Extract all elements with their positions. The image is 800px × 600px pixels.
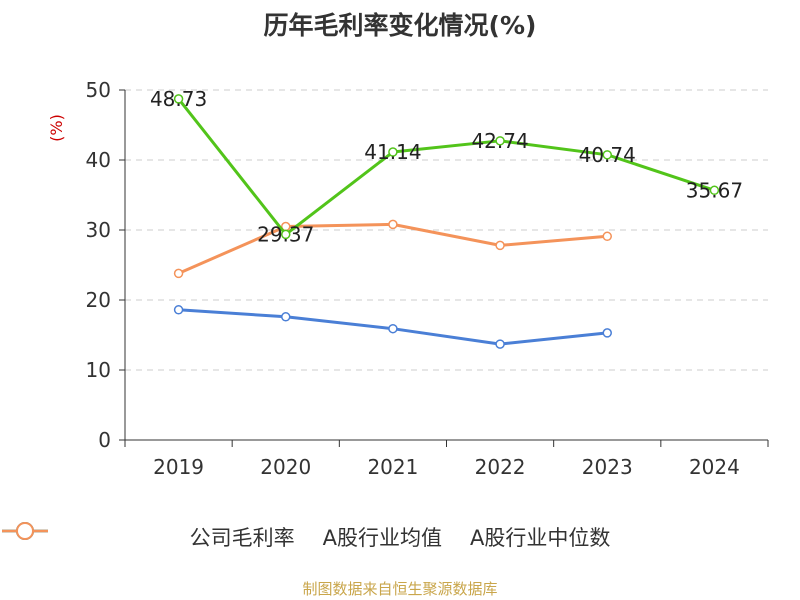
y-tick-label: 50: [86, 78, 111, 102]
data-label: 41.14: [364, 140, 421, 164]
legend-marker: [16, 522, 34, 540]
data-label: 40.74: [579, 143, 636, 167]
axes: 0 10 20 30 40 50 2019 2020 2021 2022 2023 2024: [86, 78, 769, 479]
y-axis-label: (%): [47, 114, 66, 142]
data-label: 35.67: [686, 178, 743, 202]
legend-swatch: [2, 522, 48, 540]
legend-label: A股行业中位数: [470, 526, 611, 550]
chart-legend: 公司毛利率 A股行业均值 A股行业中位数: [0, 520, 800, 554]
data-point: [602, 150, 612, 160]
x-tick-label: 2023: [582, 455, 633, 479]
y-tick-label: 40: [86, 148, 111, 172]
legend-item[interactable]: A股行业均值: [2, 522, 442, 552]
data-point: [281, 312, 291, 322]
legend-label: A股行业均值: [322, 526, 442, 550]
legend-label: 公司毛利率: [189, 526, 295, 550]
y-tick-label: 30: [86, 218, 111, 242]
series-line: [177, 222, 608, 275]
data-point: [388, 323, 398, 334]
chart-title: 历年毛利率变化情况(%): [263, 11, 537, 40]
series-lines: [173, 94, 720, 349]
x-tick-label: 2022: [475, 455, 526, 479]
data-point: [495, 339, 505, 349]
data-point: [173, 305, 184, 315]
grid-lines: [125, 89, 768, 371]
data-source-note: 制图数据来自恒生聚源数据库: [302, 580, 498, 598]
legend-item[interactable]: A股行业中位数: [2, 522, 611, 552]
data-point: [173, 268, 184, 279]
y-tick-label: 0: [98, 428, 111, 452]
data-point: [709, 185, 720, 196]
series-line: [177, 97, 715, 236]
x-tick-label: 2024: [689, 455, 740, 479]
data-point: [495, 240, 505, 251]
data-point: [388, 147, 398, 157]
data-point: [602, 231, 612, 242]
data-label: 29.37: [257, 222, 314, 246]
legend-item[interactable]: 公司毛利率: [2, 522, 295, 552]
data-point: [281, 229, 291, 240]
x-tick-label: 2021: [367, 455, 418, 479]
data-label: 42.74: [471, 129, 528, 153]
data-labels: 48.73 29.37 41.14 42.74 40.74 35.67: [150, 87, 743, 247]
y-tick-label: 10: [86, 358, 111, 382]
data-point: [602, 328, 612, 338]
data-point: [495, 136, 505, 146]
x-tick-label: 2019: [153, 455, 204, 479]
data-point: [388, 219, 398, 230]
data-label: 48.73: [150, 87, 207, 111]
x-tick-label: 2020: [260, 455, 311, 479]
data-point: [173, 94, 184, 104]
y-tick-label: 20: [86, 288, 111, 312]
